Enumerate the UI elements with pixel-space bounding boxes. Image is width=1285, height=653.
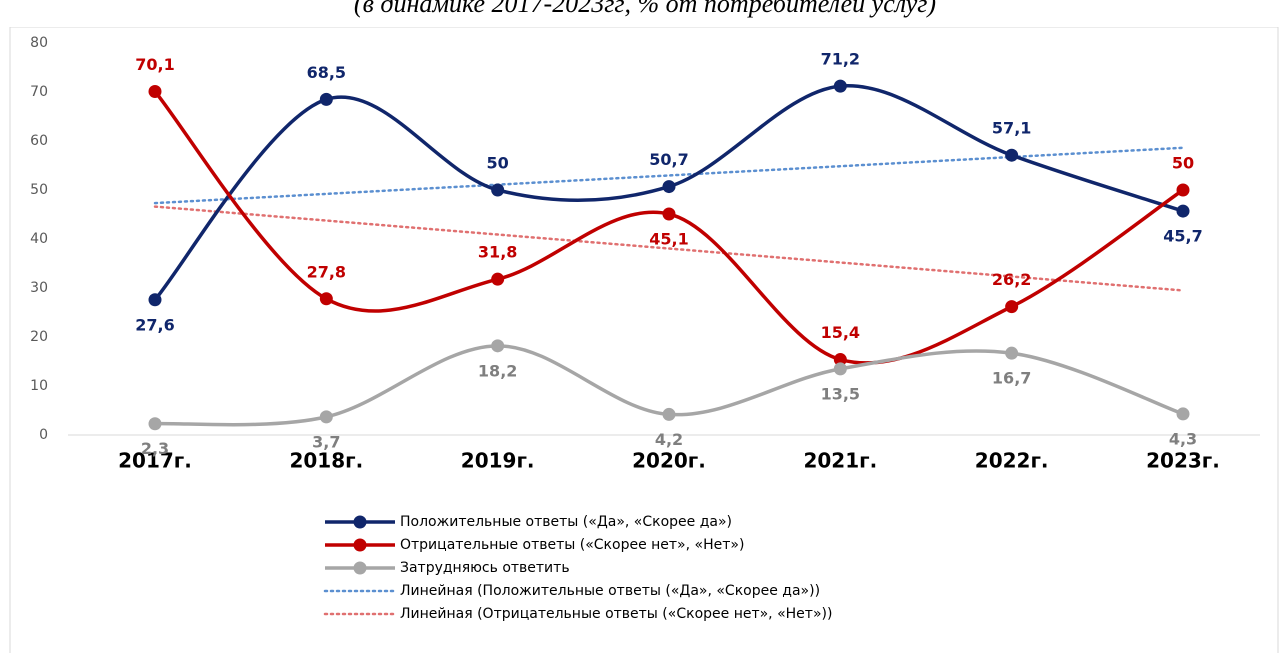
data-label: 13,5 [821,384,860,403]
y-tick-label: 60 [30,133,48,149]
point [1005,346,1019,360]
data-label: 4,3 [1169,429,1197,448]
data-label: 15,4 [821,323,860,342]
legend-label: Положительные ответы («Да», «Скорее да») [400,514,732,530]
x-tick-label: 2022г. [975,449,1049,473]
x-tick-label: 2020г. [632,449,706,473]
y-tick-label: 70 [30,84,48,100]
y-tick-label: 80 [30,35,48,51]
point [319,410,333,424]
legend-label: Линейная (Отрицательные ответы («Скорее … [400,606,832,622]
legend-label: Отрицательные ответы («Скорее нет», «Нет… [400,537,744,553]
data-label: 45,1 [649,230,688,249]
data-label: 16,7 [992,369,1031,388]
trendline [153,205,1185,292]
point [662,207,676,221]
y-tick-label: 30 [30,280,48,296]
point [148,417,162,431]
data-label: 50 [1172,154,1194,173]
point [319,292,333,306]
legend-label: Затрудняюсь ответить [400,560,570,576]
x-tick-label: 2019г. [461,449,535,473]
point [148,85,162,99]
point [833,362,847,376]
point [491,183,505,197]
data-label: 27,6 [135,315,174,334]
data-label: 71,2 [821,50,860,69]
x-tick-label: 2023г. [1146,449,1220,473]
chart-frame [9,26,1279,653]
legend-label: Линейная (Положительные ответы («Да», «С… [400,583,820,599]
data-label: 57,1 [992,119,1031,138]
y-tick-label: 50 [30,182,48,198]
y-tick-label: 10 [30,378,48,394]
point [833,353,847,367]
legend-marker [353,515,367,529]
data-label: 3,7 [312,432,340,451]
point [1176,204,1190,218]
data-label: 31,8 [478,243,517,262]
y-tick-label: 0 [39,427,48,443]
point [1005,300,1019,314]
data-label: 50,7 [649,150,688,169]
point [1176,183,1190,197]
point [319,92,333,106]
header-bg [0,0,1285,27]
point [662,407,676,421]
data-label: 27,8 [307,262,346,281]
legend-marker [353,538,367,552]
chart-subtitle: (в динамике 2017-2023гг, % от потребител… [354,0,936,18]
data-label: 50 [487,154,509,173]
point [662,180,676,194]
x-tick-label: 2021г. [803,449,877,473]
data-label: 2,3 [141,439,169,458]
point [1005,148,1019,162]
data-label: 26,2 [992,270,1031,289]
data-label: 45,7 [1163,227,1202,246]
data-label: 68,5 [307,63,346,82]
x-tick-label: 2017г. [118,449,192,473]
y-tick-label: 20 [30,329,48,345]
data-label: 70,1 [135,55,174,74]
x-tick-label: 2018г. [289,449,363,473]
point [833,79,847,93]
data-label: 4,2 [655,430,683,449]
point [148,293,162,307]
data-label: 18,2 [478,361,517,380]
point [1176,407,1190,421]
point [491,339,505,353]
legend-marker [353,561,367,575]
y-tick-label: 40 [30,231,48,247]
point [491,272,505,286]
